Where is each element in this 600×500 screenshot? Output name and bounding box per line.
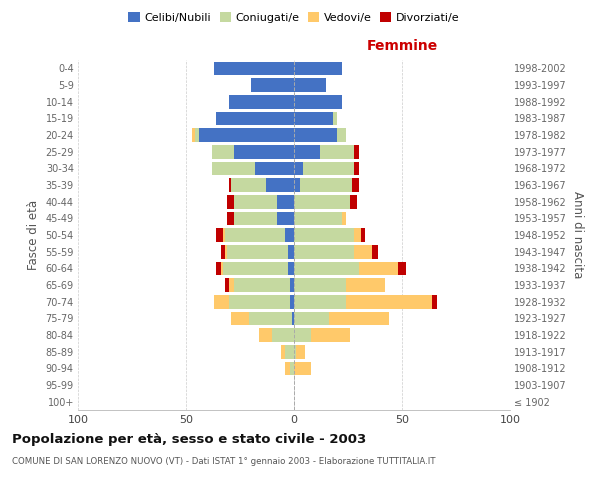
Bar (294, 262, 359, 275)
Bar (294, 228, 355, 242)
Bar (294, 78, 326, 92)
Bar (216, 228, 223, 242)
Bar (294, 295, 346, 308)
Bar (233, 145, 294, 158)
Bar (216, 262, 221, 275)
Bar (232, 312, 248, 325)
Bar (355, 245, 372, 258)
Bar (229, 295, 290, 308)
Bar (225, 245, 227, 258)
Bar (350, 195, 356, 208)
Bar (294, 212, 341, 225)
Bar (212, 162, 255, 175)
Bar (372, 245, 378, 258)
Bar (294, 312, 329, 325)
Text: Femmine: Femmine (367, 39, 437, 53)
Bar (194, 128, 199, 142)
Text: COMUNE DI SAN LORENZO NUOVO (VT) - Dati ISTAT 1° gennaio 2003 - Elaborazione TUT: COMUNE DI SAN LORENZO NUOVO (VT) - Dati … (12, 458, 436, 466)
Bar (301, 178, 352, 192)
Bar (294, 162, 302, 175)
Bar (294, 195, 350, 208)
Bar (266, 178, 294, 192)
Bar (251, 78, 294, 92)
Bar (248, 312, 292, 325)
Bar (320, 145, 355, 158)
Text: Popolazione per età, sesso e stato civile - 2003: Popolazione per età, sesso e stato civil… (12, 432, 366, 446)
Bar (287, 262, 294, 275)
Bar (223, 262, 287, 275)
Y-axis label: Anni di nascita: Anni di nascita (571, 192, 584, 278)
Bar (359, 262, 398, 275)
Bar (255, 162, 294, 175)
Bar (355, 145, 359, 158)
Bar (212, 145, 233, 158)
Bar (281, 345, 286, 358)
Bar (302, 162, 355, 175)
Bar (225, 278, 229, 292)
Bar (225, 228, 286, 242)
Bar (290, 295, 294, 308)
Bar (277, 212, 294, 225)
Bar (221, 245, 225, 258)
Bar (233, 195, 277, 208)
Bar (432, 295, 437, 308)
Bar (346, 278, 385, 292)
Bar (199, 128, 294, 142)
Bar (221, 262, 223, 275)
Bar (259, 328, 272, 342)
Bar (352, 178, 359, 192)
Bar (294, 62, 341, 75)
Bar (296, 345, 305, 358)
Bar (292, 312, 294, 325)
Bar (214, 295, 229, 308)
Bar (346, 295, 432, 308)
Bar (311, 328, 350, 342)
Bar (294, 128, 337, 142)
Bar (227, 212, 233, 225)
Bar (294, 345, 296, 358)
Bar (229, 278, 233, 292)
Bar (337, 128, 346, 142)
Bar (398, 262, 406, 275)
Bar (232, 178, 266, 192)
Bar (229, 178, 232, 192)
Legend: Celibi/Nubili, Coniugati/e, Vedovi/e, Divorziati/e: Celibi/Nubili, Coniugati/e, Vedovi/e, Di… (124, 8, 464, 28)
Bar (361, 228, 365, 242)
Bar (286, 362, 290, 375)
Bar (223, 228, 225, 242)
Y-axis label: Fasce di età: Fasce di età (27, 200, 40, 270)
Bar (287, 245, 294, 258)
Bar (227, 195, 233, 208)
Bar (294, 278, 346, 292)
Bar (286, 228, 294, 242)
Bar (294, 328, 311, 342)
Bar (233, 212, 277, 225)
Bar (333, 112, 337, 125)
Bar (227, 245, 287, 258)
Bar (193, 128, 194, 142)
Bar (294, 178, 301, 192)
Bar (355, 228, 361, 242)
Bar (294, 145, 320, 158)
Bar (294, 245, 355, 258)
Bar (294, 112, 333, 125)
Bar (214, 62, 294, 75)
Bar (290, 362, 294, 375)
Bar (294, 362, 311, 375)
Bar (290, 278, 294, 292)
Bar (294, 95, 341, 108)
Bar (286, 345, 294, 358)
Bar (277, 195, 294, 208)
Bar (355, 162, 359, 175)
Bar (216, 112, 294, 125)
Bar (229, 95, 294, 108)
Bar (329, 312, 389, 325)
Bar (233, 278, 290, 292)
Bar (272, 328, 294, 342)
Bar (341, 212, 346, 225)
